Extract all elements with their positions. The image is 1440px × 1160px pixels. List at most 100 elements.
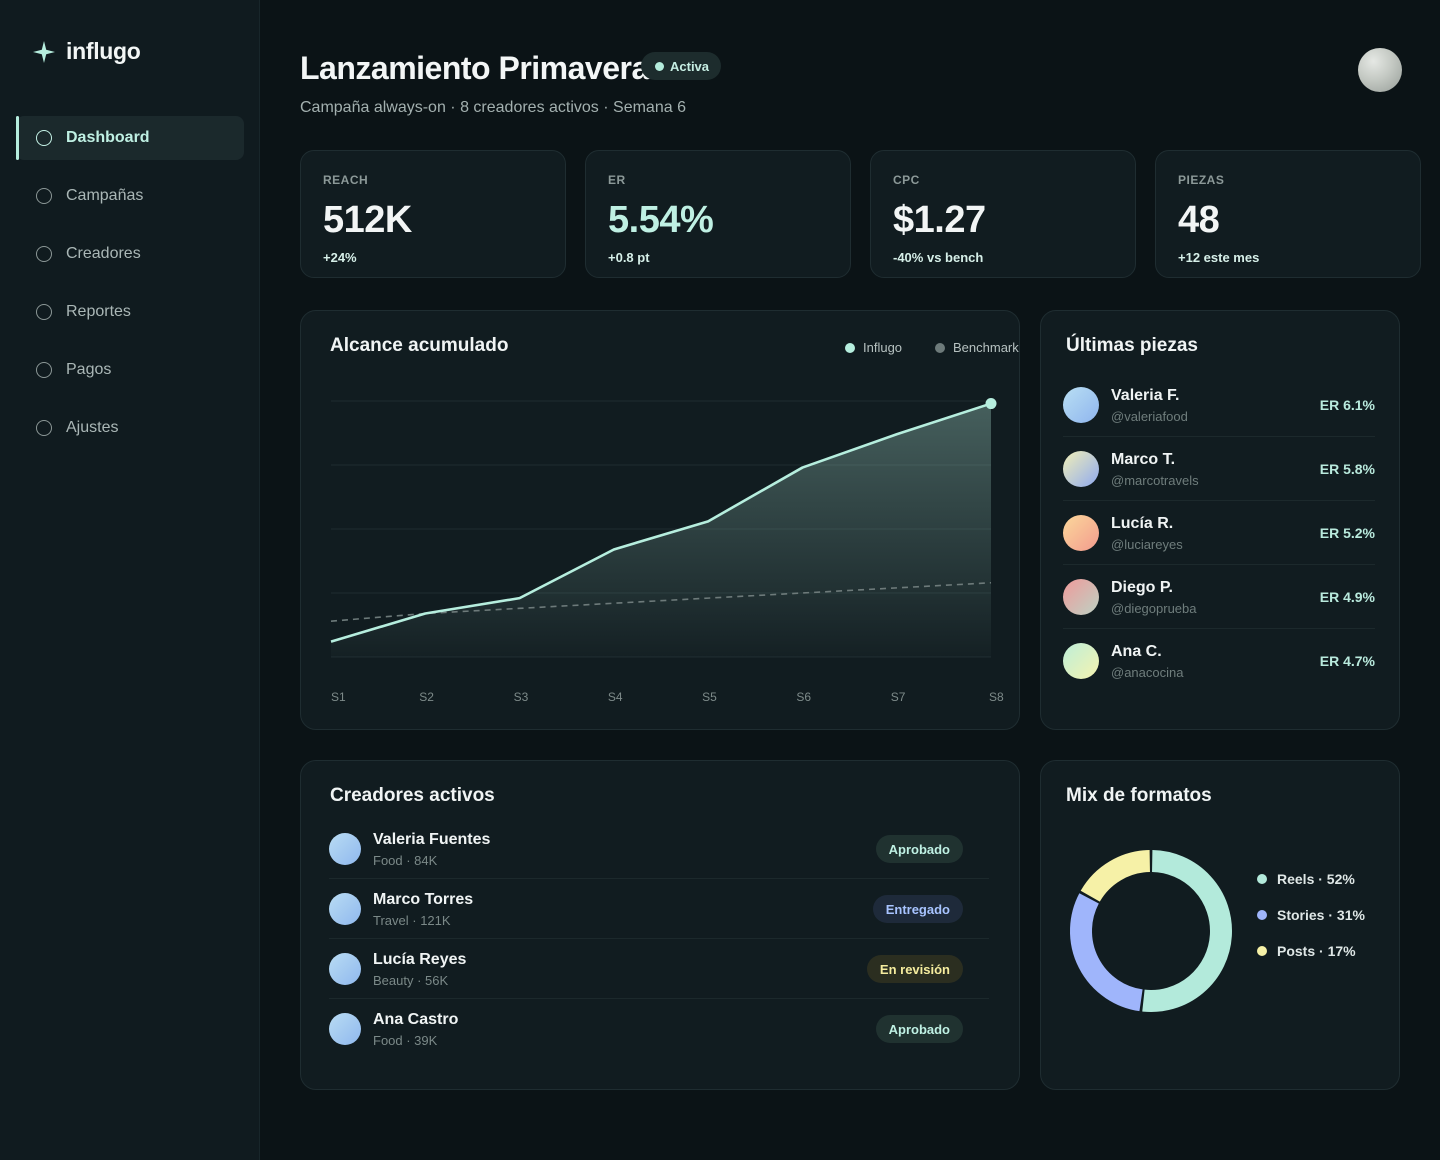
creator-name: Lucía Reyes: [373, 950, 467, 968]
avatar: [1063, 579, 1099, 615]
circle-icon: [36, 246, 52, 262]
avatar: [1063, 387, 1099, 423]
avatar: [1063, 451, 1099, 487]
circle-icon: [36, 130, 52, 146]
list-item[interactable]: Valeria F. @valeriafood ER 6.1%: [1063, 373, 1375, 437]
legend-label: Influgo: [863, 340, 903, 355]
sidebar: influgo Dashboard Campañas Creadores Rep…: [0, 0, 260, 1160]
legend-dot: [1257, 874, 1267, 884]
piece-er-value: ER 5.8%: [1319, 461, 1375, 477]
kpi-label: PIEZAS: [1178, 173, 1225, 187]
sidebar-item-pagos[interactable]: Pagos: [16, 348, 244, 392]
sparkle-icon: [33, 40, 55, 63]
sidebar-item-ajustes[interactable]: Ajustes: [16, 406, 244, 450]
kpi-value: $1.27: [893, 199, 986, 241]
x-tick-label: S3: [514, 690, 529, 704]
legend-dot: [935, 342, 945, 353]
x-tick-label: S1: [331, 690, 346, 704]
piece-er-value: ER 5.2%: [1319, 525, 1375, 541]
piece-creator-name: Marco T.: [1111, 450, 1176, 468]
legend-label: Stories · 31%: [1277, 907, 1365, 923]
creator-name: Marco Torres: [373, 890, 474, 908]
panel-title: Últimas piezas: [1066, 335, 1198, 356]
avatar: [329, 893, 361, 925]
avatar: [329, 833, 361, 865]
circle-icon: [36, 420, 52, 436]
sidebar-item-reportes[interactable]: Reportes: [16, 290, 244, 334]
creator-meta: Beauty · 56K: [373, 972, 449, 988]
status-badge[interactable]: Aprobado: [875, 1015, 963, 1043]
status-badge-label: Activa: [670, 58, 710, 74]
kpi-card-er: ER 5.54% +0.8 pt: [585, 150, 851, 278]
panel-title: Alcance acumulado: [330, 335, 509, 356]
legend-item-stories: Stories · 31%: [1257, 907, 1365, 923]
table-row[interactable]: Valeria Fuentes Food · 84K Aprobado: [329, 819, 989, 879]
donut-slice-2[interactable]: [1080, 850, 1151, 903]
creator-meta: Food · 84K: [373, 852, 438, 868]
donut-slice-1[interactable]: [1070, 893, 1143, 1012]
table-row[interactable]: Marco Torres Travel · 121K Entregado: [329, 879, 989, 939]
creator-name: Ana Castro: [373, 1010, 459, 1028]
sidebar-item-label: Creadores: [66, 245, 141, 262]
sidebar-item-label: Ajustes: [66, 419, 119, 436]
list-item[interactable]: Lucía R. @luciareyes ER 5.2%: [1063, 501, 1375, 565]
legend-item-benchmark: Benchmark: [935, 340, 1019, 355]
series-line-influgo: [330, 402, 992, 643]
status-badge[interactable]: Aprobado: [875, 835, 963, 863]
status-badge: Activa: [641, 52, 722, 80]
creator-name: Valeria Fuentes: [373, 830, 491, 848]
sidebar-nav: Dashboard Campañas Creadores Reportes Pa…: [16, 116, 244, 464]
legend-dot: [845, 342, 855, 353]
legend-label: Reels · 52%: [1277, 871, 1355, 887]
x-tick-label: S7: [891, 690, 906, 704]
piece-er-value: ER 4.7%: [1319, 653, 1375, 669]
sidebar-item-creadores[interactable]: Creadores: [16, 232, 244, 276]
kpi-delta: +0.8 pt: [608, 250, 650, 265]
piece-creator-handle: @anacocina: [1111, 664, 1184, 680]
status-badge[interactable]: En revisión: [866, 955, 963, 983]
table-row[interactable]: Lucía Reyes Beauty · 56K En revisión: [329, 939, 989, 999]
creator-meta: Food · 39K: [373, 1032, 438, 1048]
brand-name: influgo: [66, 38, 141, 64]
x-tick-label: S6: [796, 690, 811, 704]
sidebar-item-campanas[interactable]: Campañas: [16, 174, 244, 218]
sidebar-item-label: Reportes: [66, 303, 131, 320]
user-avatar[interactable]: [1358, 48, 1402, 92]
list-item[interactable]: Diego P. @diegoprueba ER 4.9%: [1063, 565, 1375, 629]
kpi-value: 48: [1178, 199, 1220, 241]
piece-creator-handle: @marcotravels: [1111, 472, 1199, 488]
status-dot-icon: [655, 61, 664, 71]
latest-pieces-panel: Últimas piezas Valeria F. @valeriafood E…: [1040, 310, 1400, 730]
sidebar-item-dashboard[interactable]: Dashboard: [16, 116, 244, 160]
reach-chart-panel: Alcance acumulado Influgo Benchmark S1 S2…: [300, 310, 1020, 730]
piece-creator-handle: @diegoprueba: [1111, 600, 1197, 616]
list-item[interactable]: Marco T. @marcotravels ER 5.8%: [1063, 437, 1375, 501]
brand-logo[interactable]: influgo: [32, 38, 141, 65]
kpi-card-piezas: PIEZAS 48 +12 este mes: [1155, 150, 1421, 278]
piece-creator-name: Diego P.: [1111, 578, 1173, 596]
donut-slice-0[interactable]: [1142, 850, 1232, 1012]
legend-item-influgo: Influgo: [845, 340, 902, 355]
x-tick-label: S5: [702, 690, 717, 704]
table-row[interactable]: Ana Castro Food · 39K Aprobado: [329, 999, 989, 1059]
page-subtitle: Campaña always-on · 8 creadores activos …: [300, 99, 686, 116]
x-tick-label: S8: [989, 690, 1004, 704]
kpi-value: 512K: [323, 199, 412, 241]
series-area-influgo: [331, 403, 991, 657]
circle-icon: [36, 304, 52, 320]
status-badge[interactable]: Entregado: [872, 895, 963, 923]
x-tick-label: S4: [608, 690, 623, 704]
creator-meta: Travel · 121K: [373, 912, 451, 928]
panel-title: Mix de formatos: [1066, 785, 1212, 806]
data-point-last[interactable]: [985, 398, 997, 410]
circle-icon: [36, 362, 52, 378]
kpi-delta: -40% vs bench: [893, 250, 984, 265]
active-creators-panel: Creadores activos Valeria Fuentes Food ·…: [300, 760, 1020, 1090]
legend-item-reels: Reels · 52%: [1257, 871, 1355, 887]
legend-label: Posts · 17%: [1277, 943, 1356, 959]
sidebar-item-label: Dashboard: [66, 129, 150, 146]
avatar: [1063, 515, 1099, 551]
list-item[interactable]: Ana C. @anacocina ER 4.7%: [1063, 629, 1375, 693]
sidebar-item-label: Campañas: [66, 187, 144, 204]
piece-creator-name: Lucía R.: [1111, 514, 1174, 532]
